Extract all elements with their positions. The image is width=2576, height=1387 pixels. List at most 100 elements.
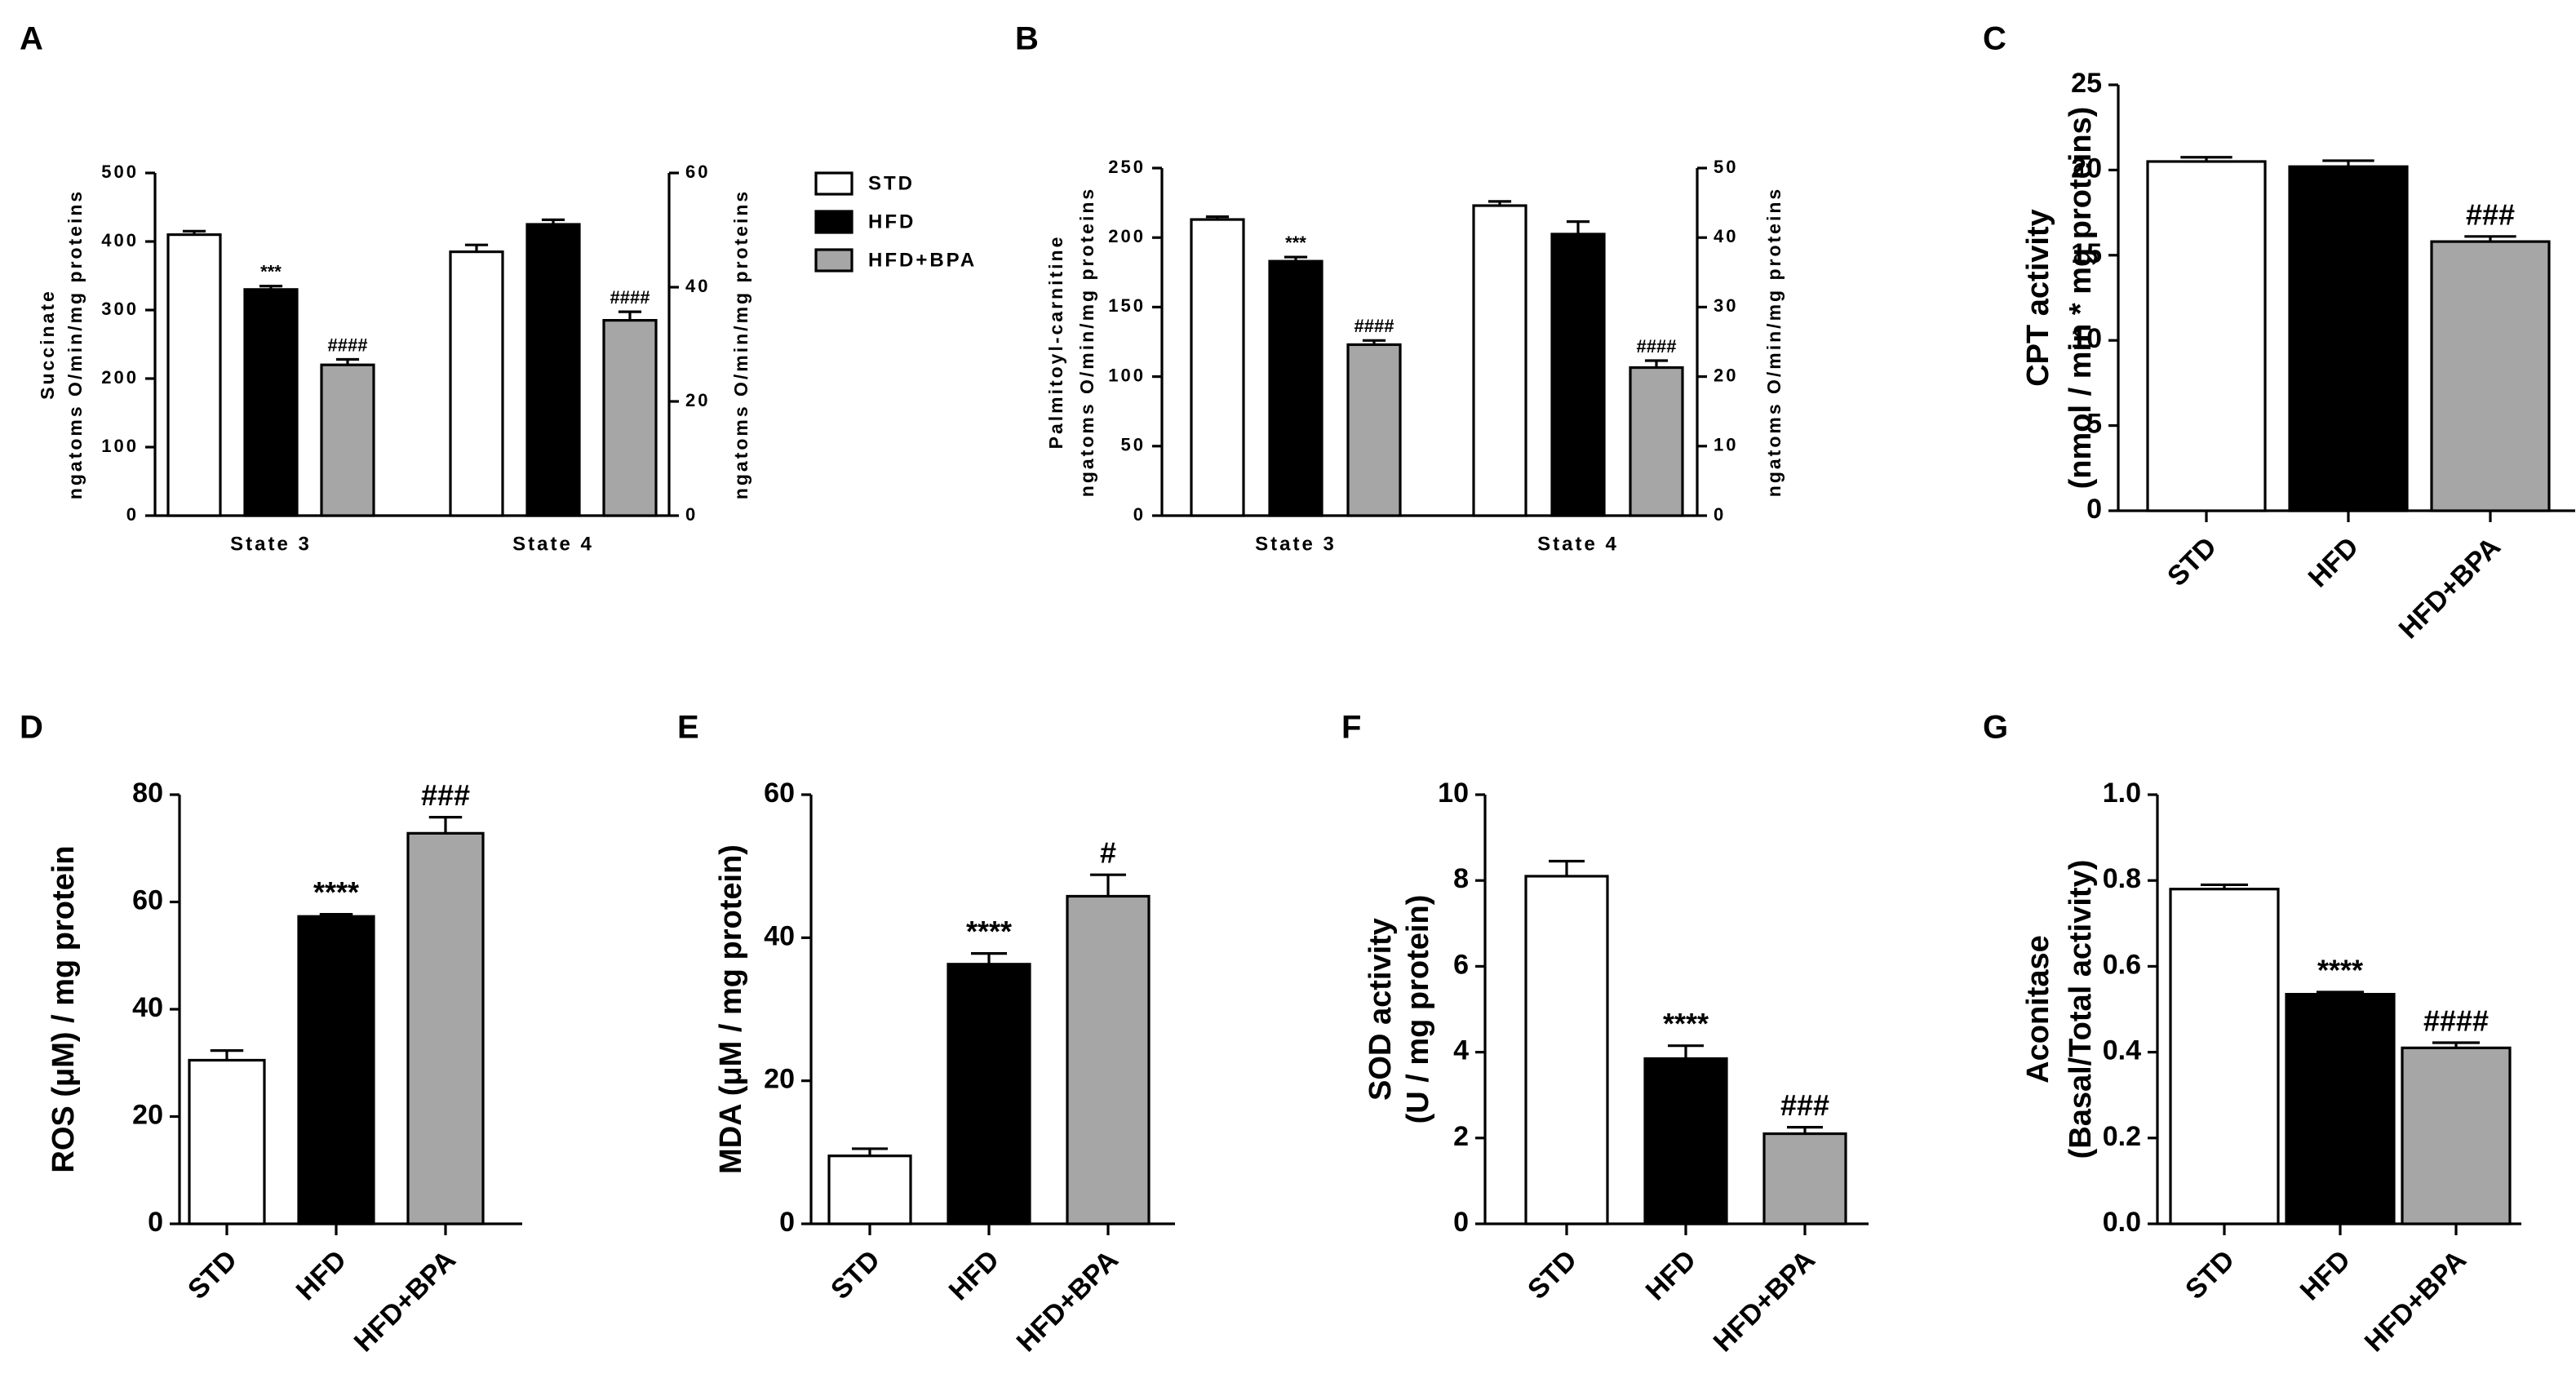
y-tick-label: 10	[1438, 778, 1469, 809]
x-tick-label: State 4	[512, 533, 594, 555]
error-bar	[1566, 220, 1590, 234]
significance-label: ***	[1285, 233, 1306, 253]
bar	[406, 831, 485, 1225]
error-bar	[335, 357, 360, 366]
y-tick-label: 60	[764, 778, 795, 809]
significance-label: ****	[966, 915, 1012, 948]
y-tick-label: 40	[132, 992, 163, 1023]
error-bar	[210, 1049, 244, 1061]
y-tick-label: 80	[132, 778, 163, 809]
significance-label: ####	[1355, 316, 1394, 336]
error-bar	[852, 1147, 888, 1156]
axis-label: Succinate	[37, 289, 58, 400]
error-bar	[464, 243, 489, 252]
y-tick-label: 20	[1714, 365, 1738, 385]
x-tick-label: STD	[2161, 531, 2223, 592]
axis-label: ngatoms O/min/mg proteins	[64, 189, 86, 499]
bar	[1524, 875, 1609, 1225]
bar	[2285, 992, 2396, 1225]
y-tick-label: 150	[1108, 295, 1146, 316]
x-tick-label: State 3	[230, 533, 312, 555]
bar	[1762, 1132, 1847, 1225]
x-tick-label: HFD	[290, 1244, 352, 1306]
y-tick-label: 10	[1714, 435, 1738, 455]
y-tick-label: 6	[1453, 949, 1469, 980]
significance-label: ###	[2466, 197, 2515, 231]
error-bar	[2464, 235, 2516, 242]
y-tick-label: 20	[2071, 153, 2102, 184]
y-tick-label: 25	[2071, 68, 2102, 99]
bar	[1268, 259, 1323, 517]
y-tick-label: 300	[101, 299, 139, 319]
legend-swatch	[814, 210, 853, 234]
y-tick-label: 0.6	[2103, 949, 2141, 980]
axis-label: SOD activity	[1363, 918, 1398, 1101]
error-bar	[1362, 339, 1386, 345]
axis-label: ROS (μM) / mg protein	[47, 845, 81, 1172]
y-tick-label: 60	[685, 162, 710, 182]
bar	[188, 1058, 266, 1225]
legend-swatch	[814, 248, 853, 273]
y-tick-label: 8	[1453, 863, 1469, 894]
x-tick-label: HFD+BPA	[2393, 531, 2507, 645]
panel-label: C	[1983, 21, 2006, 57]
x-tick-label: STD	[182, 1244, 243, 1305]
panel-label: B	[1015, 21, 1039, 57]
axis-label: (nmol / min * mg proteins)	[2064, 107, 2098, 490]
bar	[947, 963, 1031, 1225]
y-tick-label: 250	[1108, 157, 1146, 177]
error-bar	[2316, 990, 2365, 995]
legend-label: STD	[868, 172, 915, 194]
significance-label: ###	[1780, 1088, 1829, 1122]
y-tick-label: 40	[764, 920, 795, 951]
y-tick-label: 0.4	[2103, 1035, 2141, 1066]
y-tick-label: 1.0	[2103, 778, 2141, 809]
bar	[449, 250, 504, 517]
bar	[320, 363, 375, 517]
error-bar	[1284, 255, 1308, 262]
y-tick-label: 2	[1453, 1121, 1469, 1152]
legend-swatch	[814, 171, 853, 196]
error-bar	[1644, 359, 1669, 368]
x-tick-label: HFD+BPA	[2359, 1244, 2472, 1358]
x-tick-label: State 3	[1255, 533, 1337, 555]
y-tick-label: 40	[685, 276, 710, 296]
bar	[525, 223, 581, 517]
y-tick-label: 0	[685, 504, 698, 525]
error-bar	[1668, 1044, 1704, 1059]
y-tick-label: 0.8	[2103, 863, 2141, 894]
y-tick-label: 200	[101, 367, 139, 388]
legend-label: HFD+BPA	[868, 249, 977, 271]
y-tick-label: 50	[1121, 435, 1146, 455]
error-bar	[2180, 156, 2232, 162]
y-tick-label: 0	[2086, 494, 2102, 525]
error-bar	[1549, 859, 1585, 876]
error-bar	[541, 218, 565, 224]
error-bar	[1787, 1126, 1823, 1134]
y-tick-label: 500	[101, 162, 139, 182]
panel-label: G	[1983, 710, 2008, 746]
panel-label: D	[20, 710, 43, 746]
error-bar	[1090, 873, 1126, 897]
bar	[1629, 366, 1684, 517]
bar	[1066, 894, 1151, 1225]
significance-label: ####	[328, 335, 368, 355]
y-tick-label: 0	[1453, 1207, 1469, 1238]
bar	[1346, 343, 1402, 517]
y-tick-label: 0.0	[2103, 1207, 2141, 1238]
axis-label: ngatoms O/min/mg proteins	[730, 189, 752, 499]
significance-label: ****	[1663, 1007, 1709, 1040]
y-tick-label: 4	[1453, 1035, 1469, 1066]
y-tick-label: 0.2	[2103, 1121, 2141, 1152]
y-tick-label: 400	[101, 230, 139, 250]
error-bar	[2322, 159, 2374, 167]
x-tick-label: STD	[825, 1244, 886, 1305]
y-tick-label: 20	[132, 1099, 163, 1130]
bar	[2169, 888, 2280, 1225]
significance-label: ***	[260, 261, 282, 281]
y-tick-label: 0	[1714, 504, 1726, 525]
x-tick-label: State 4	[1537, 533, 1619, 555]
bar	[2146, 160, 2267, 512]
y-tick-label: 0	[148, 1207, 163, 1238]
